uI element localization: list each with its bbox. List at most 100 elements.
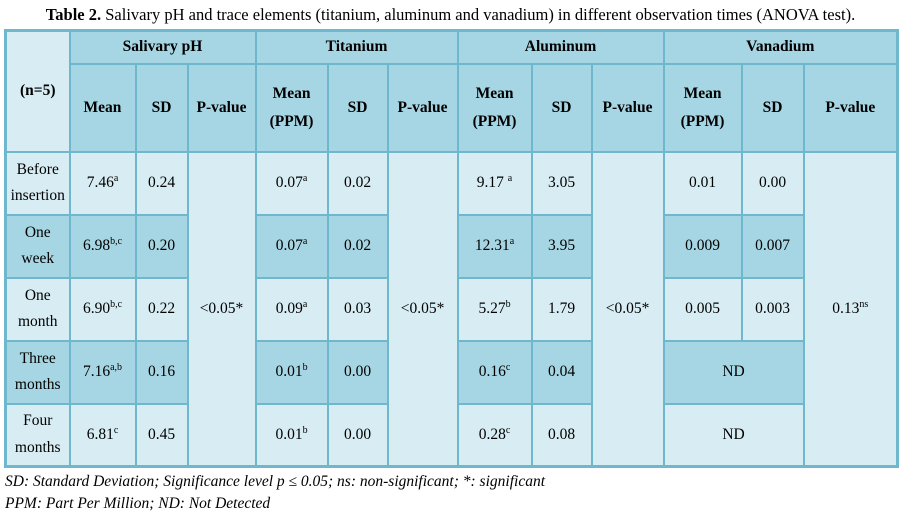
header-ph-sd: SD bbox=[134, 62, 189, 153]
superscript: a bbox=[507, 172, 513, 184]
superscript: a bbox=[113, 172, 119, 184]
table-row-one-month: One month 6.90b,c 0.22 0.09a 0.03 5.27b … bbox=[4, 276, 898, 342]
value: 7.46 bbox=[86, 174, 114, 191]
cell-al-mean: 0.28c bbox=[456, 402, 533, 468]
footnote-abbreviations-1: SD: Standard Deviation; Significance lev… bbox=[5, 473, 546, 490]
cell-ti-mean: 0.07a bbox=[254, 150, 329, 216]
header-al-pvalue: P-value bbox=[590, 62, 665, 153]
cell-va-pvalue: 0.13ns bbox=[802, 150, 899, 468]
value: 6.98 bbox=[82, 237, 111, 254]
superscript: a bbox=[302, 235, 308, 247]
superscript: b bbox=[505, 298, 511, 310]
cell-al-sd: 0.08 bbox=[530, 402, 593, 468]
superscript: c bbox=[505, 361, 511, 373]
cell-ti-pvalue: <0.05* bbox=[386, 150, 459, 468]
cell-al-mean: 0.16c bbox=[456, 339, 533, 405]
value: 7.16 bbox=[82, 363, 111, 380]
cell-ph-mean: 7.46a bbox=[68, 150, 137, 216]
footnote-abbreviations-2: PPM: Part Per Million; ND: Not Detected bbox=[5, 495, 271, 512]
superscript: c bbox=[505, 424, 511, 436]
value: 6.81 bbox=[86, 425, 114, 443]
cell-ph-sd: 0.16 bbox=[134, 339, 189, 405]
value: 0.01 bbox=[275, 425, 303, 443]
superscript: b bbox=[302, 424, 308, 436]
cell-ti-mean: 0.09a bbox=[254, 276, 329, 342]
cell-va-mean: 0.01 bbox=[662, 150, 743, 216]
cell-va-mean: 0.005 bbox=[662, 276, 743, 342]
cell-ph-mean: 6.98b,c bbox=[68, 213, 137, 279]
value: 5.27 bbox=[478, 300, 506, 317]
superscript: a bbox=[302, 298, 308, 310]
footnotes: SD: Standard Deviation; Significance lev… bbox=[5, 471, 901, 515]
value: 0.13 bbox=[832, 299, 860, 317]
cell-ti-sd: 0.00 bbox=[326, 339, 389, 405]
cell-al-mean: 9.17 a bbox=[456, 150, 533, 216]
row-label-before-insertion: Before insertion bbox=[4, 150, 71, 216]
row-label-one-month: One month bbox=[4, 276, 71, 342]
cell-ph-pvalue: <0.05* bbox=[186, 150, 257, 468]
superscript: ns bbox=[859, 298, 869, 310]
table-caption: Table 2. Salivary pH and trace elements … bbox=[0, 0, 901, 29]
cell-ti-mean: 0.01b bbox=[254, 339, 329, 405]
cell-ph-sd: 0.22 bbox=[134, 276, 189, 342]
cell-ph-sd: 0.45 bbox=[134, 402, 189, 468]
group-header-titanium: Titanium bbox=[254, 29, 459, 65]
corner-header-n5: (n=5) bbox=[4, 29, 71, 153]
superscript: a,b bbox=[110, 361, 123, 373]
cell-va-nd: ND bbox=[662, 339, 805, 405]
value: 0.16 bbox=[478, 363, 506, 380]
cell-ti-sd: 0.00 bbox=[326, 402, 389, 468]
value: 0.28 bbox=[478, 425, 506, 443]
cell-ti-mean: 0.01b bbox=[254, 402, 329, 468]
header-va-mean: Mean (PPM) bbox=[662, 62, 743, 153]
table-row-before-insertion: Before insertion 7.46a 0.24 <0.05* 0.07a… bbox=[4, 150, 899, 468]
cell-al-mean: 5.27b bbox=[456, 276, 533, 342]
header-ti-sd: SD bbox=[326, 62, 389, 153]
value: <0.05* bbox=[605, 299, 650, 317]
header-va-sd: SD bbox=[740, 62, 805, 153]
value: 0.01 bbox=[275, 363, 303, 380]
value: 12.31 bbox=[474, 237, 510, 254]
cell-ph-mean: 6.90b,c bbox=[68, 276, 137, 342]
cell-ph-mean: 7.16a,b bbox=[68, 339, 137, 405]
superscript: b,c bbox=[110, 235, 123, 247]
group-header-aluminum: Aluminum bbox=[456, 29, 665, 65]
cell-va-sd: 0.00 bbox=[740, 150, 805, 216]
cell-va-sd: 0.007 bbox=[740, 213, 805, 279]
header-ti-mean: Mean (PPM) bbox=[254, 62, 329, 153]
value: 0.09 bbox=[275, 300, 303, 317]
header-ph-pvalue: P-value bbox=[186, 62, 257, 153]
row-label-three-months: Three months bbox=[4, 339, 71, 405]
group-header-vanadium: Vanadium bbox=[662, 29, 899, 65]
table-caption-number: Table 2. bbox=[45, 5, 102, 24]
header-al-mean: Mean (PPM) bbox=[456, 62, 533, 153]
cell-al-sd: 3.05 bbox=[530, 150, 593, 216]
header-ph-mean: Mean bbox=[68, 62, 137, 153]
cell-ph-mean: 6.81c bbox=[68, 402, 137, 468]
header-ti-pvalue: P-value bbox=[386, 62, 459, 153]
value: <0.05* bbox=[400, 299, 445, 317]
value: 6.90 bbox=[82, 300, 111, 317]
value: 9.17 bbox=[476, 174, 508, 191]
table-caption-text: Salivary pH and trace elements (titanium… bbox=[101, 5, 856, 24]
cell-al-sd: 0.04 bbox=[530, 339, 593, 405]
header-al-sd: SD bbox=[530, 62, 593, 153]
superscript: b,c bbox=[110, 298, 123, 310]
header-va-pvalue: P-value bbox=[802, 62, 899, 153]
anova-table: (n=5) Salivary pH Titanium Aluminum Vana… bbox=[4, 29, 900, 468]
row-label-four-months: Four months bbox=[4, 402, 71, 468]
cell-va-sd: 0.003 bbox=[740, 276, 805, 342]
cell-va-nd: ND bbox=[662, 402, 805, 468]
row-label-one-week: One week bbox=[4, 213, 71, 279]
table-row-four-months: Four months 6.81c 0.45 0.01b 0.00 0.28c … bbox=[4, 402, 898, 468]
value: 0.07 bbox=[275, 237, 303, 254]
cell-ti-sd: 0.02 bbox=[326, 150, 389, 216]
group-header-row: (n=5) Salivary pH Titanium Aluminum Vana… bbox=[4, 29, 899, 153]
cell-al-pvalue: <0.05* bbox=[590, 150, 665, 468]
cell-ph-sd: 0.24 bbox=[134, 150, 189, 216]
superscript: b bbox=[302, 361, 308, 373]
sub-header-row: Mean SD P-value Mean (PPM) SD P-value Me… bbox=[6, 62, 899, 153]
cell-ti-mean: 0.07a bbox=[254, 213, 329, 279]
cell-ph-sd: 0.20 bbox=[134, 213, 189, 279]
value: 0.07 bbox=[275, 174, 303, 191]
